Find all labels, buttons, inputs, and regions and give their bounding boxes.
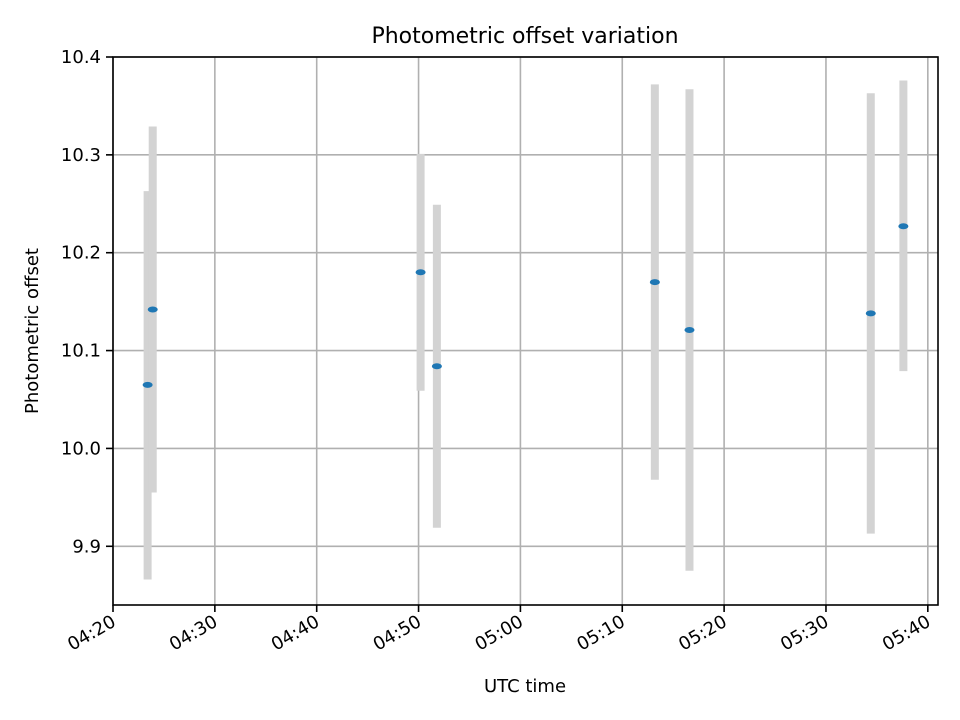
y-axis-label: Photometric offset (22, 248, 43, 414)
y-tick-label: 10.4 (61, 47, 101, 68)
chart-title: Photometric offset variation (371, 24, 678, 49)
data-point (147, 306, 158, 313)
data-point (865, 310, 876, 317)
y-tick-label: 10.0 (61, 438, 101, 459)
data-point (142, 381, 153, 388)
plot-frame (112, 56, 939, 606)
data-point (684, 327, 695, 334)
y-tick-label: 10.2 (61, 243, 101, 264)
y-tick-label: 10.3 (61, 145, 101, 166)
data-point (415, 269, 426, 276)
x-axis-label: UTC time (484, 676, 566, 697)
data-point (431, 363, 442, 370)
y-axis-ticks: 9.9 10.0 10.1 10.2 10.3 10.4 (61, 47, 113, 557)
y-tick-label: 10.1 (61, 341, 101, 362)
data-points (142, 223, 909, 388)
y-tick-label: 9.9 (72, 536, 101, 557)
data-point (898, 223, 909, 230)
data-point (649, 279, 660, 286)
